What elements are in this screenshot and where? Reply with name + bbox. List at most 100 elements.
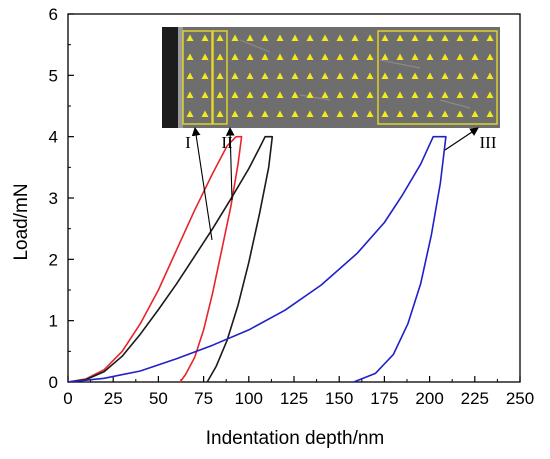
indent-marker: [306, 91, 314, 98]
inset-grain: [439, 99, 471, 109]
indent-marker: [201, 110, 209, 117]
indent-marker: [231, 53, 239, 60]
region-box: [377, 30, 498, 125]
indent-marker: [366, 34, 374, 41]
indent-marker: [306, 72, 314, 79]
indent-marker: [231, 34, 239, 41]
y-tick-label: 3: [49, 189, 58, 208]
indent-marker: [426, 53, 434, 60]
series-line-2: [67, 135, 274, 383]
region-box: [182, 30, 213, 125]
indent-marker: [261, 53, 269, 60]
indent-marker: [231, 72, 239, 79]
indent-marker: [246, 91, 254, 98]
indent-marker: [456, 91, 464, 98]
indent-marker: [441, 53, 449, 60]
y-tick-label: 1: [49, 312, 58, 331]
indent-marker: [396, 72, 404, 79]
indent-marker: [351, 91, 359, 98]
indent-marker: [471, 91, 479, 98]
indent-marker: [441, 110, 449, 117]
indent-marker: [411, 53, 419, 60]
indent-marker: [411, 110, 419, 117]
indent-marker: [441, 72, 449, 79]
annotation-arrow: [225, 126, 235, 201]
indent-marker: [396, 34, 404, 41]
x-tick-label: 200: [415, 389, 443, 408]
indent-marker: [321, 91, 329, 98]
indent-marker: [426, 110, 434, 117]
indent-marker: [381, 91, 389, 98]
indent-marker: [261, 91, 269, 98]
indent-marker: [351, 110, 359, 117]
indent-marker: [351, 72, 359, 79]
indent-marker: [396, 53, 404, 60]
indent-marker: [186, 110, 194, 117]
series-line-1: [67, 135, 243, 383]
indent-marker: [261, 110, 269, 117]
indent-marker: [471, 72, 479, 79]
x-tick-label: 25: [104, 389, 123, 408]
indent-marker: [456, 34, 464, 41]
x-tick-label: 0: [63, 389, 72, 408]
indent-marker: [381, 72, 389, 79]
inset-edge-highlight: [178, 27, 183, 128]
indent-marker: [291, 34, 299, 41]
indent-marker: [291, 110, 299, 117]
y-tick-label: 0: [49, 373, 58, 392]
indent-marker: [351, 53, 359, 60]
indent-marker: [336, 53, 344, 60]
indent-marker: [201, 91, 209, 98]
indent-marker: [396, 91, 404, 98]
annotation-arrow: [191, 126, 213, 241]
y-tick-label: 5: [49, 66, 58, 85]
y-tick-label: 6: [49, 5, 58, 24]
indent-marker: [201, 34, 209, 41]
indent-marker: [186, 53, 194, 60]
x-tick-label: 75: [194, 389, 213, 408]
indent-marker: [351, 34, 359, 41]
indent-marker: [321, 72, 329, 79]
indent-marker: [336, 91, 344, 98]
indent-marker: [276, 110, 284, 117]
indent-marker: [246, 34, 254, 41]
inset-grain: [239, 39, 271, 53]
indent-marker: [291, 91, 299, 98]
indent-marker: [321, 34, 329, 41]
indent-marker: [456, 53, 464, 60]
inset-micrograph: [162, 27, 500, 128]
indent-marker: [456, 110, 464, 117]
indent-marker: [336, 34, 344, 41]
indent-marker: [456, 72, 464, 79]
indent-marker: [246, 110, 254, 117]
indent-marker: [276, 34, 284, 41]
indent-marker: [336, 110, 344, 117]
indent-marker: [381, 53, 389, 60]
indent-marker: [201, 53, 209, 60]
indent-marker: [231, 91, 239, 98]
indent-marker: [381, 110, 389, 117]
indent-marker: [321, 53, 329, 60]
indent-marker: [261, 72, 269, 79]
y-axis-label: Load/mN: [11, 183, 32, 260]
x-tick-label: 125: [280, 389, 308, 408]
indent-marker: [276, 91, 284, 98]
indent-marker: [486, 110, 494, 117]
region-label-III: III: [480, 133, 497, 152]
indent-marker: [486, 72, 494, 79]
indent-marker: [486, 34, 494, 41]
indent-marker: [246, 72, 254, 79]
indent-marker: [471, 110, 479, 117]
y-tick-label: 2: [49, 250, 58, 269]
indent-marker: [366, 91, 374, 98]
indent-marker: [186, 72, 194, 79]
indent-marker: [231, 110, 239, 117]
indent-marker: [216, 72, 224, 79]
indent-marker: [471, 53, 479, 60]
indent-marker: [201, 72, 209, 79]
indent-marker: [381, 34, 389, 41]
x-tick-label: 225: [461, 389, 489, 408]
indent-marker: [426, 91, 434, 98]
indent-marker: [276, 53, 284, 60]
